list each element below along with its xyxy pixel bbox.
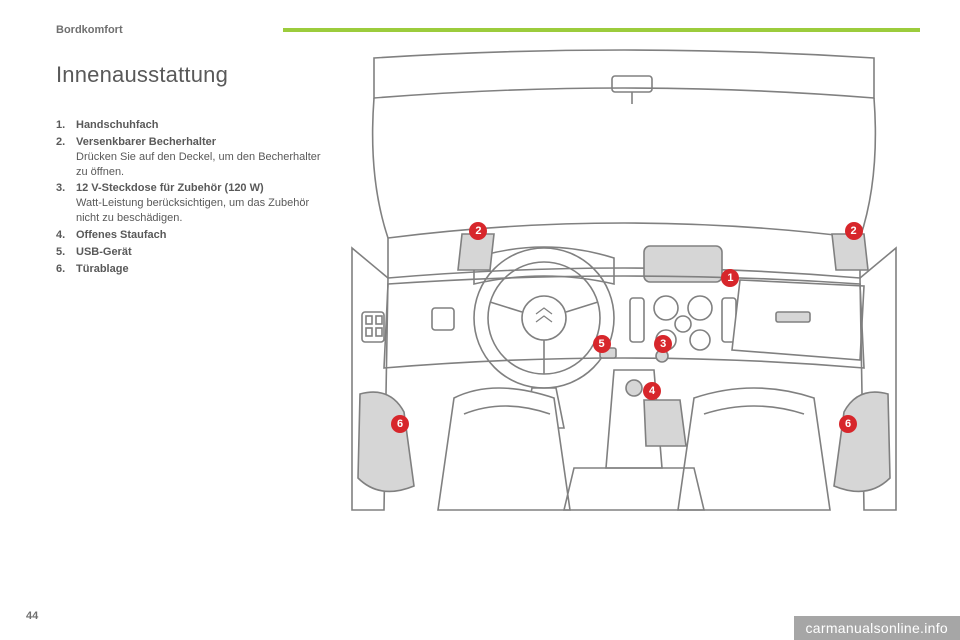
callout-marker: 3 — [654, 335, 672, 353]
item-main: 12 V-Steckdose für Zubehör (120 W) — [76, 182, 264, 194]
list-item: 5. USB-Gerät — [56, 245, 326, 260]
manual-page: Bordkomfort Innenausstattung 1. Handschu… — [0, 0, 960, 640]
page-number: 44 — [26, 610, 38, 622]
list-item: 1. Handschuhfach — [56, 118, 326, 133]
list-item: 3. 12 V-Steckdose für Zubehör (120 W) Wa… — [56, 181, 326, 226]
callout-marker: 2 — [845, 222, 863, 240]
item-number: 1. — [56, 118, 76, 133]
item-text: Türablage — [76, 262, 129, 277]
text-column: Innenausstattung 1. Handschuhfach 2. Ver… — [56, 48, 326, 518]
item-main: Versenkbarer Becherhalter — [76, 136, 216, 148]
illustration-column: 1 2 2 3 4 5 6 6 — [344, 48, 920, 518]
callout-marker: 1 — [721, 269, 739, 287]
item-text: Versenkbarer Becherhalter Drücken Sie au… — [76, 135, 326, 180]
callout-marker: 4 — [643, 382, 661, 400]
page-title: Innenausstattung — [56, 62, 326, 88]
header-row: Bordkomfort — [56, 24, 920, 36]
accent-divider — [283, 28, 920, 32]
list-item: 2. Versenkbarer Becherhalter Drücken Sie… — [56, 135, 326, 180]
callout-marker: 5 — [593, 335, 611, 353]
item-text: 12 V-Steckdose für Zubehör (120 W) Watt-… — [76, 181, 326, 226]
item-number: 5. — [56, 245, 76, 260]
list-item: 4. Offenes Staufach — [56, 228, 326, 243]
section-label: Bordkomfort — [56, 24, 123, 36]
item-subtext: Watt-Leistung berücksichtigen, um das Zu… — [76, 196, 326, 226]
content-columns: Innenausstattung 1. Handschuhfach 2. Ver… — [56, 48, 920, 518]
list-item: 6. Türablage — [56, 262, 326, 277]
dashboard-svg — [344, 48, 904, 518]
feature-list: 1. Handschuhfach 2. Versenkbarer Becherh… — [56, 118, 326, 276]
item-number: 6. — [56, 262, 76, 277]
item-text: Handschuhfach — [76, 118, 159, 133]
item-number: 3. — [56, 181, 76, 196]
item-text: Offenes Staufach — [76, 228, 166, 243]
watermark: carmanualsonline.info — [794, 616, 960, 640]
item-number: 4. — [56, 228, 76, 243]
dashboard-illustration: 1 2 2 3 4 5 6 6 — [344, 48, 904, 518]
item-text: USB-Gerät — [76, 245, 132, 260]
item-subtext: Drücken Sie auf den Deckel, um den Beche… — [76, 150, 326, 180]
callout-marker: 6 — [839, 415, 857, 433]
callout-marker: 6 — [391, 415, 409, 433]
item-number: 2. — [56, 135, 76, 150]
callout-marker: 2 — [469, 222, 487, 240]
